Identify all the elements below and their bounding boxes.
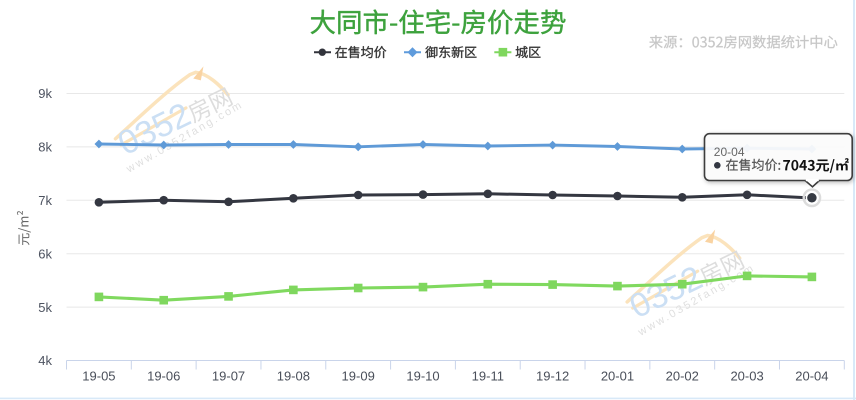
svg-text:8k: 8k bbox=[38, 140, 52, 155]
svg-text:19-07: 19-07 bbox=[212, 369, 245, 384]
svg-text:19-05: 19-05 bbox=[82, 369, 115, 384]
svg-text:20-01: 20-01 bbox=[601, 369, 634, 384]
svg-text:19-11: 19-11 bbox=[472, 369, 504, 384]
svg-text:20-03: 20-03 bbox=[730, 369, 763, 384]
svg-text:19-08: 19-08 bbox=[277, 369, 310, 384]
svg-text:19-12: 19-12 bbox=[536, 369, 569, 384]
svg-text:19-10: 19-10 bbox=[406, 369, 439, 384]
svg-text:9k: 9k bbox=[38, 86, 52, 101]
svg-text:20-04: 20-04 bbox=[795, 369, 828, 384]
svg-text:6k: 6k bbox=[38, 246, 52, 261]
svg-text:19-06: 19-06 bbox=[147, 369, 180, 384]
svg-text:20-04: 20-04 bbox=[714, 145, 745, 159]
svg-text:7k: 7k bbox=[38, 193, 52, 208]
svg-text:5k: 5k bbox=[38, 300, 52, 315]
svg-text:4k: 4k bbox=[38, 353, 52, 368]
svg-text:19-09: 19-09 bbox=[342, 369, 375, 384]
svg-text:20-02: 20-02 bbox=[666, 369, 699, 384]
